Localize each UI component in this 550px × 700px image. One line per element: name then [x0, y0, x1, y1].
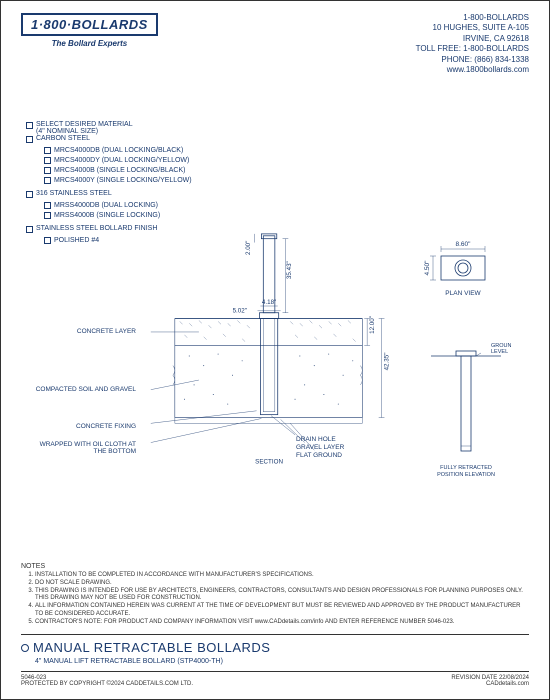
svg-text:5.02": 5.02" [233, 308, 247, 315]
checkbox-icon [26, 226, 33, 233]
logo-block: 1·800·BOLLARDS The Bollard Experts [21, 13, 158, 75]
dim-plan-w: 8.60" [456, 241, 472, 248]
drawing-page: 1·800·BOLLARDS The Bollard Experts 1-800… [0, 0, 550, 700]
spec-subheading: (4" NOMINAL SIZE) [36, 128, 133, 135]
section-svg: 12.00" 42.35" 35.43" 2.00" 4.18" 5.02" [141, 231, 401, 481]
notes-list: INSTALLATION TO BE COMPLETED IN ACCORDAN… [35, 572, 529, 626]
group-name: STAINLESS STEEL BOLLARD FINISH [36, 225, 157, 232]
checkbox-icon [44, 167, 51, 174]
contact-line: TOLL FREE: 1-800-BOLLARDS [416, 44, 529, 54]
spec-item-text: MRCS4000DB (DUAL LOCKING/BLACK) [54, 147, 183, 154]
spec-item-text: MRCS4000B (SINGLE LOCKING/BLACK) [54, 167, 186, 174]
section-view: 12.00" 42.35" 35.43" 2.00" 4.18" 5.02" [141, 231, 401, 481]
title-block: MANUAL RETRACTABLE BOLLARDS 4" MANUAL LI… [21, 634, 529, 665]
drawing-notes: NOTES INSTALLATION TO BE COMPLETED IN AC… [21, 563, 529, 627]
spec-item-text: MRSS4000B (SINGLE LOCKING) [54, 212, 160, 219]
retracted-svg: GROUND LEVEL FULLY RETRACTED POSITION EL… [421, 341, 511, 491]
contact-line: IRVINE, CA 92618 [416, 34, 529, 44]
callout-compacted: COMPACTED SOIL AND GRAVEL [31, 386, 136, 393]
checkbox-icon [44, 157, 51, 164]
tagline: The Bollard Experts [21, 39, 158, 48]
callout-flat: FLAT GROUND [296, 452, 342, 459]
source-site: CADdetails.com [486, 681, 529, 687]
contact-line: 10 HUGHES, SUITE A-105 [416, 23, 529, 33]
spec-item: MRSS4000B (SINGLE LOCKING) [44, 211, 192, 219]
spec-item-text: MRSS4000DB (DUAL LOCKING) [54, 202, 158, 209]
spec-item-text: MRCS4000Y (SINGLE LOCKING/YELLOW) [54, 177, 192, 184]
bullet-icon [21, 644, 29, 652]
spec-item-text: MRCS4000DY (DUAL LOCKING/YELLOW) [54, 157, 189, 164]
callout-wrapped: WRAPPED WITH OIL CLOTH AT THE BOTTOM [31, 441, 136, 455]
svg-text:4.18": 4.18" [262, 299, 276, 306]
group-name: 316 STAINLESS STEEL [36, 190, 112, 197]
svg-text:LEVEL: LEVEL [491, 349, 508, 355]
contact-line: www.1800bollards.com [416, 65, 529, 75]
header: 1·800·BOLLARDS The Bollard Experts 1-800… [1, 1, 549, 83]
checkbox-icon [44, 177, 51, 184]
spec-item: MRCS4000DY (DUAL LOCKING/YELLOW) [44, 156, 192, 164]
svg-text:FULLY RETRACTED: FULLY RETRACTED [440, 465, 492, 471]
footer: 5046-023 PROTECTED BY COPYRIGHT ©2024 CA… [21, 671, 529, 687]
svg-text:12.00": 12.00" [369, 316, 376, 334]
svg-text:SECTION: SECTION [255, 459, 283, 466]
svg-text:35.43": 35.43" [286, 261, 293, 279]
contact-line: 1-800-BOLLARDS [416, 13, 529, 23]
note-item: CONTRACTOR'S NOTE: FOR PRODUCT AND COMPA… [35, 619, 529, 626]
checkbox-icon [44, 202, 51, 209]
spec-item: MRSS4000DB (DUAL LOCKING) [44, 201, 192, 209]
group-name: CARBON STEEL [36, 135, 90, 142]
svg-text:POSITION ELEVATION: POSITION ELEVATION [437, 472, 495, 478]
copyright: PROTECTED BY COPYRIGHT ©2024 CADDETAILS.… [21, 681, 193, 687]
checkbox-icon [44, 147, 51, 154]
group-head: CARBON STEEL [26, 135, 192, 143]
checkbox-icon [26, 122, 33, 129]
plan-view: 8.60" 4.50" PLAN VIEW [421, 231, 511, 306]
drawing-title: MANUAL RETRACTABLE BOLLARDS [33, 640, 270, 655]
spec-item-text: POLISHED #4 [54, 237, 99, 244]
callout-gravel: GRAVEL LAYER [296, 444, 344, 451]
plan-view-svg: 8.60" 4.50" PLAN VIEW [421, 231, 511, 301]
plan-view-label: PLAN VIEW [445, 290, 481, 297]
drawing-subtitle: 4" MANUAL LIFT RETRACTABLE BOLLARD (STP4… [35, 658, 529, 665]
checkbox-icon [26, 191, 33, 198]
checkbox-icon [26, 136, 33, 143]
retracted-view: GROUND LEVEL FULLY RETRACTED POSITION EL… [421, 341, 511, 491]
checkbox-icon [44, 212, 51, 219]
callout-fixing: CONCRETE FIXING [31, 423, 136, 430]
note-item: INSTALLATION TO BE COMPLETED IN ACCORDAN… [35, 572, 529, 579]
checkbox-icon [44, 237, 51, 244]
contact-line: PHONE: (866) 834-1338 [416, 55, 529, 65]
note-item: ALL INFORMATION CONTAINED HEREIN WAS CUR… [35, 603, 529, 617]
note-item: THIS DRAWING IS INTENDED FOR USE BY ARCH… [35, 588, 529, 602]
callout-concrete: CONCRETE LAYER [31, 328, 136, 335]
spec-item: MRCS4000Y (SINGLE LOCKING/YELLOW) [44, 176, 192, 184]
spec-heading-text: SELECT DESIRED MATERIAL [36, 121, 133, 128]
svg-text:42.35": 42.35" [383, 353, 390, 371]
callout-drain: DRAIN HOLE [296, 436, 336, 443]
svg-text:2.00": 2.00" [245, 241, 252, 255]
spec-item: MRCS4000DB (DUAL LOCKING/BLACK) [44, 146, 192, 154]
spec-heading: SELECT DESIRED MATERIAL (4" NOMINAL SIZE… [26, 121, 192, 135]
company-logo: 1·800·BOLLARDS [21, 13, 158, 36]
drawing-area: 8.60" 4.50" PLAN VIEW GROUND LEVEL FULLY… [141, 231, 521, 501]
note-item: DO NOT SCALE DRAWING. [35, 580, 529, 587]
contact-info: 1-800-BOLLARDS 10 HUGHES, SUITE A-105 IR… [416, 13, 529, 75]
notes-heading: NOTES [21, 563, 529, 570]
spec-item: MRCS4000B (SINGLE LOCKING/BLACK) [44, 166, 192, 174]
group-head: 316 STAINLESS STEEL [26, 190, 192, 198]
dim-plan-h: 4.50" [424, 260, 431, 276]
